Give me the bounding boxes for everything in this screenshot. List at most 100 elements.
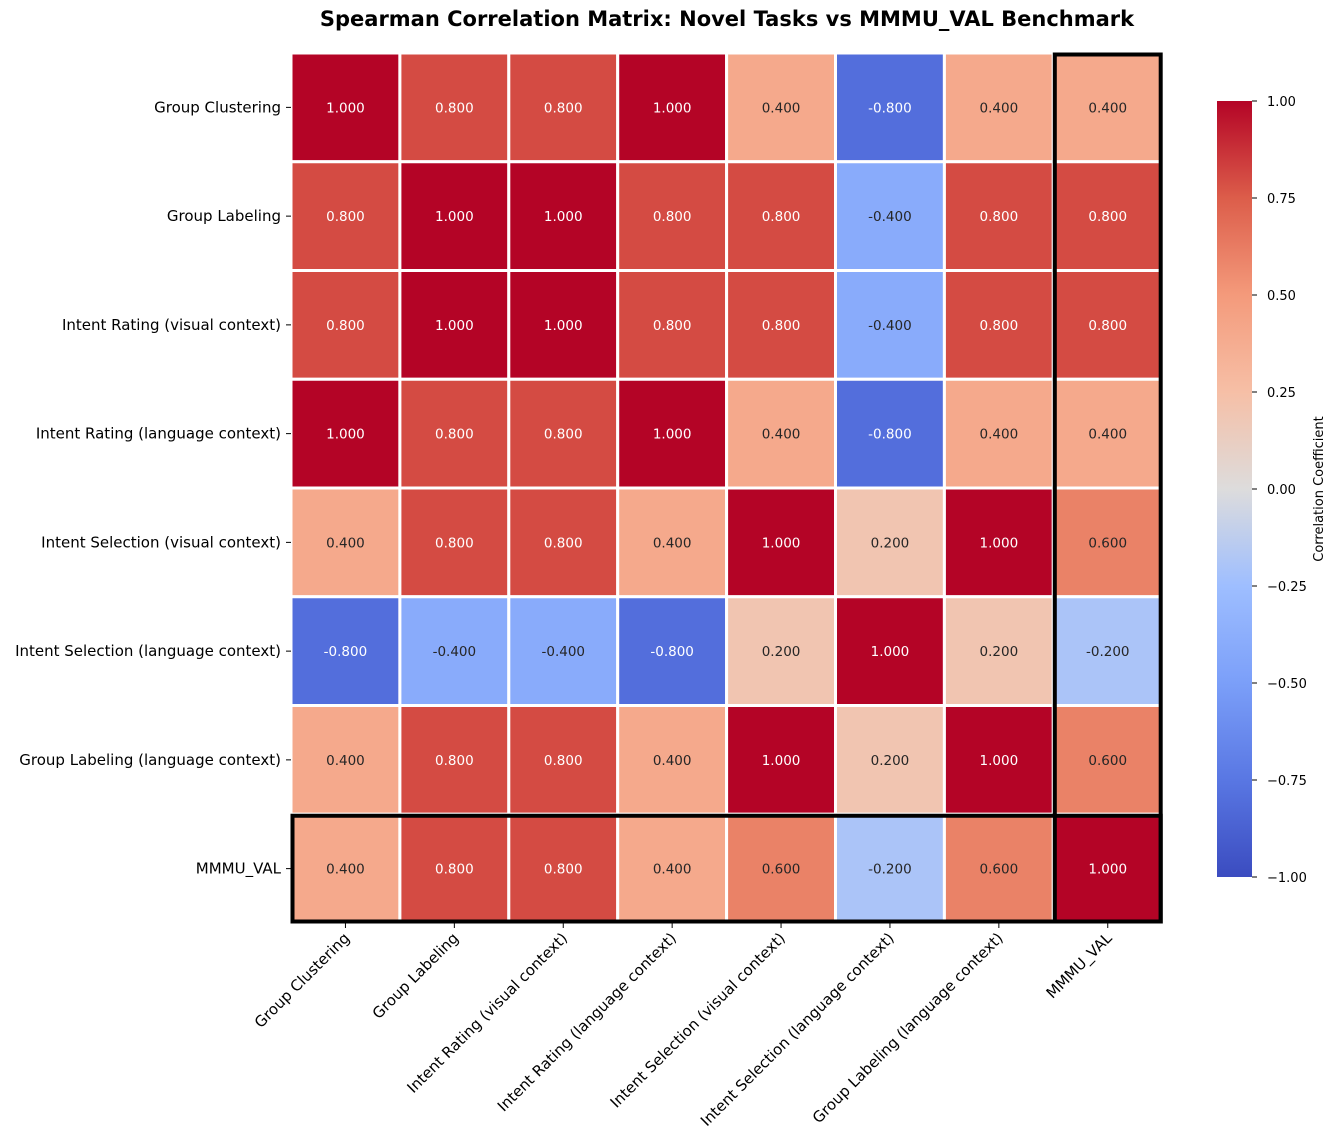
cell-value-label: 0.800: [1088, 318, 1127, 334]
cell-value-label: 0.400: [1088, 427, 1127, 443]
cell-value-label: -0.400: [868, 209, 912, 225]
heatmap-cell: [725, 812, 837, 925]
cell-value-label: 0.600: [980, 862, 1019, 878]
row-label: Intent Rating (language context): [36, 425, 281, 443]
heatmap-cell: [616, 377, 729, 490]
cell-value-label: 1.000: [544, 318, 583, 334]
colorbar-tick-label: 0.25: [1267, 386, 1296, 401]
cell-value-label: 0.200: [980, 644, 1019, 660]
cell-value-label: 0.800: [326, 209, 365, 225]
heatmap-cell: [398, 51, 511, 164]
heatmap-cell: [725, 269, 837, 381]
column-label: Group Labeling: [369, 929, 462, 1022]
column-label: Group Labeling (language context): [809, 929, 1007, 1127]
heatmap-cell: [398, 269, 511, 381]
cell-value-label: 1.000: [653, 100, 692, 116]
colorbar-tick-label: −0.50: [1267, 677, 1307, 692]
cell-value-label: 0.400: [653, 753, 692, 769]
cell-value-label: 0.800: [762, 209, 801, 225]
cell-value-label: 1.000: [435, 209, 474, 225]
cell-value-label: 0.200: [871, 535, 910, 551]
heatmap-cell: [507, 704, 620, 816]
heatmap-cell: [725, 486, 837, 599]
cell-value-label: -0.400: [433, 644, 477, 660]
cell-value-label: 0.800: [544, 427, 583, 443]
cell-value-label: 0.400: [762, 100, 801, 116]
colorbar-tick-label: 1.00: [1267, 95, 1296, 110]
heatmap-cell: [616, 486, 729, 599]
row-label: Intent Selection (visual context): [41, 533, 281, 551]
cell-value-label: 0.800: [544, 535, 583, 551]
column-label: Intent Rating (language context): [494, 929, 680, 1115]
cell-value-label: 0.800: [544, 753, 583, 769]
cell-value-label: 0.200: [871, 753, 910, 769]
cell-value-label: -0.400: [541, 644, 585, 660]
cell-value-label: 0.400: [980, 100, 1019, 116]
cell-value-label: 0.400: [326, 753, 365, 769]
cell-value-label: 0.400: [326, 535, 365, 551]
heatmap-cell: [616, 269, 729, 381]
cell-value-label: 0.800: [435, 753, 474, 769]
cell-value-label: 0.400: [1088, 100, 1127, 116]
colorbar-tick-label: 0.50: [1267, 289, 1296, 304]
column-label: Group Clustering: [251, 929, 353, 1031]
heatmap-cell: [507, 812, 620, 925]
colorbar-tick-label: −0.25: [1267, 580, 1307, 595]
heatmap-cells: 1.000 0.800 0.800 1.000 0.400 -0.800 0.400 0.40…: [289, 51, 1164, 925]
cell-value-label: 1.000: [435, 318, 474, 334]
column-label: Intent Selection (language context): [697, 929, 898, 1130]
heatmap-cell: [942, 377, 1055, 490]
heatmap-cell: [398, 160, 511, 272]
cell-value-label: -0.800: [650, 644, 694, 660]
cell-value-label: 1.000: [762, 753, 801, 769]
heatmap-cell: [834, 160, 946, 272]
heatmap-cell: [507, 377, 620, 490]
cell-value-label: 0.800: [980, 209, 1019, 225]
row-label: Group Clustering: [154, 98, 281, 116]
cell-value-label: 1.000: [762, 535, 801, 551]
cell-value-label: 1.000: [544, 209, 583, 225]
colorbar-gradient: [1217, 101, 1252, 877]
row-labels: Group Clustering Group Labeling Intent Rat…: [15, 98, 291, 879]
cell-value-label: 1.000: [653, 427, 692, 443]
heatmap-cell: [398, 595, 511, 707]
cell-value-label: 0.800: [435, 100, 474, 116]
cell-value-label: 0.200: [762, 644, 801, 660]
colorbar-tick-label: 0.00: [1267, 483, 1296, 498]
cell-value-label: 1.000: [1088, 862, 1127, 878]
heatmap-cell: [834, 595, 946, 707]
cell-value-label: 1.000: [871, 644, 910, 660]
cell-value-label: 1.000: [980, 753, 1019, 769]
chart-title: Spearman Correlation Matrix: Novel Tasks…: [320, 7, 1135, 31]
cell-value-label: 0.400: [980, 427, 1019, 443]
cell-value-label: 0.600: [762, 862, 801, 878]
cell-value-label: 0.600: [1088, 535, 1127, 551]
colorbar-tick-label: −0.75: [1267, 774, 1307, 789]
heatmap-cell: [1051, 595, 1164, 707]
heatmap-cell: [289, 704, 402, 816]
colorbar-tick-label: −1.00: [1267, 871, 1307, 886]
column-label: Intent Selection (visual context): [607, 929, 789, 1111]
cell-value-label: 0.600: [1088, 753, 1127, 769]
colorbar-label: Correlation Coefficient: [1312, 416, 1327, 562]
highlight-column-box: [1052, 52, 1163, 924]
heatmap-cell: [507, 269, 620, 381]
cell-value-label: 0.400: [326, 862, 365, 878]
cell-value-label: 0.800: [980, 318, 1019, 334]
highlight-boxes: [290, 52, 1163, 924]
cell-value-label: 0.800: [544, 100, 583, 116]
cell-value-label: 0.400: [653, 862, 692, 878]
row-label: Intent Rating (visual context): [62, 316, 281, 334]
cell-value-label: -0.200: [868, 862, 912, 878]
cell-value-label: 0.800: [1088, 209, 1127, 225]
heatmap-cell: [942, 269, 1055, 381]
heatmap-cell: [725, 704, 837, 816]
heatmap-cell: [834, 51, 946, 164]
colorbar-ticks: 1.00 0.75 0.50 0.25 0.00 −0.25 −0.50 −0.75 −1.00: [1252, 95, 1307, 886]
cell-value-label: 0.800: [435, 535, 474, 551]
column-label: MMMU_VAL: [1043, 929, 1117, 1003]
cell-value-label: 0.800: [544, 862, 583, 878]
cell-value-label: 1.000: [326, 100, 365, 116]
colorbar-tick-label: 0.75: [1267, 192, 1296, 207]
column-labels: Group Clustering Group Labeling Intent Rat…: [251, 923, 1117, 1130]
